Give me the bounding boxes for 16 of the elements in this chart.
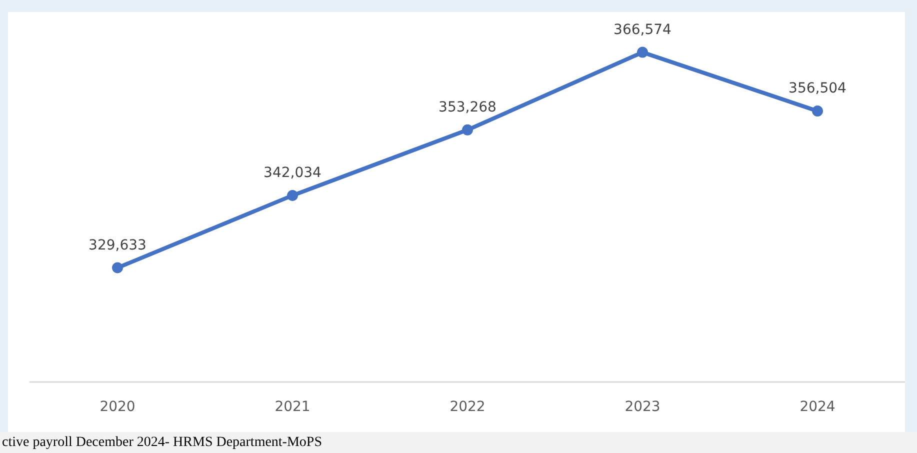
- point: [637, 46, 648, 58]
- x-tick-label: 2020: [100, 399, 136, 415]
- text: ctive payroll December 2024- HRMS Department-MoPS: [0, 432, 917, 453]
- x-tick-label: 2021: [274, 399, 310, 415]
- data-label: 356,504: [788, 80, 847, 97]
- data-label: 366,574: [614, 22, 672, 38]
- data-label: 342,034: [264, 164, 322, 181]
- data-label: 329,633: [88, 237, 146, 254]
- point: [112, 262, 123, 274]
- point: [462, 124, 473, 136]
- point: [287, 190, 298, 201]
- x-tick-label: 2022: [450, 399, 486, 415]
- x-tick-label: 2024: [800, 399, 836, 415]
- data-label: 353,268: [438, 99, 496, 116]
- point: [812, 106, 823, 117]
- x-tick-label: 2023: [624, 399, 660, 415]
